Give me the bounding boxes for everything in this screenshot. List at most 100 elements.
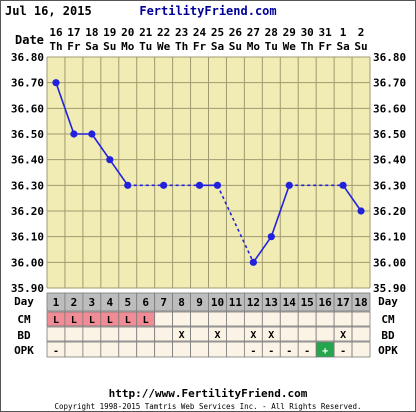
opk-cell	[136, 341, 156, 358]
bd-cell	[118, 326, 138, 342]
day-cell-text: 8	[178, 296, 185, 309]
cm-cell	[172, 311, 191, 327]
temp-point	[88, 130, 96, 138]
date-tick: 1	[340, 26, 347, 39]
weekday-tick: Sa	[336, 40, 349, 53]
date-tick: 20	[121, 26, 134, 39]
y-tick-right: 36.60	[373, 102, 406, 115]
y-tick-left: 36.80	[11, 51, 44, 64]
day-cell-text: 14	[283, 296, 297, 309]
bd-cell-text: X	[250, 330, 256, 341]
y-tick-left: 36.50	[11, 128, 44, 141]
bd-cell	[190, 326, 209, 342]
bd-cell	[297, 326, 317, 342]
bd-cell	[64, 326, 84, 342]
date-label: Date	[15, 33, 44, 47]
bd-cell	[46, 326, 66, 342]
y-tick-left: 36.00	[11, 256, 44, 269]
site-title[interactable]: FertilityFriend.com	[139, 4, 276, 18]
bd-cell	[279, 326, 299, 342]
y-tick-right: 36.40	[373, 154, 406, 167]
cm-cell	[333, 311, 353, 327]
day-cell-text: 11	[229, 296, 243, 309]
weekday-tick: We	[283, 40, 297, 53]
weekday-tick: Th	[49, 40, 62, 53]
weekday-tick: Fr	[319, 40, 333, 53]
day-cell-text: 5	[124, 296, 131, 309]
temp-segment	[109, 159, 129, 186]
opk-cell	[100, 341, 120, 358]
day-cell-text: 3	[89, 296, 96, 309]
day-cell-text: 9	[196, 296, 203, 309]
temp-segment	[55, 82, 75, 135]
date-tick: 24	[193, 26, 207, 39]
y-tick-left: 36.10	[11, 231, 44, 244]
bd-label: BD	[17, 329, 31, 342]
temp-segment	[91, 133, 111, 161]
footer-url[interactable]: http://www.FertilityFriend.com	[109, 387, 308, 400]
temp-segment	[270, 185, 291, 237]
weekday-tick: Su	[229, 40, 242, 53]
y-tick-left: 36.40	[11, 154, 44, 167]
opk-cell	[190, 341, 209, 358]
temp-point	[285, 181, 293, 189]
day-cell-text: 13	[265, 296, 278, 309]
date-tick: 23	[175, 26, 188, 39]
weekday-tick: Fr	[193, 40, 207, 53]
bd-cell-text: X	[340, 330, 346, 341]
temp-point	[195, 181, 204, 189]
opk-cell	[154, 341, 174, 358]
cm-cell-text: L	[71, 315, 77, 326]
cm-cell-text: L	[107, 315, 113, 326]
cm-cell	[208, 311, 227, 327]
day-cell-text: 4	[106, 296, 113, 309]
day-cell-text: 2	[71, 296, 78, 309]
bd-cell	[136, 326, 156, 342]
bd-cell	[100, 326, 120, 342]
temp-point	[106, 156, 114, 164]
y-tick-left: 36.30	[11, 179, 44, 192]
weekday-tick: Mo	[247, 40, 261, 53]
date-tick: 21	[139, 26, 153, 39]
y-tick-right: 36.10	[373, 231, 406, 244]
day-cell-text: 12	[247, 296, 260, 309]
weekday-tick: Su	[103, 40, 116, 53]
opk-cell-text: -	[250, 346, 256, 357]
opk-cell	[208, 341, 227, 358]
day-cell-text: 7	[160, 296, 167, 309]
date-tick: 16	[49, 26, 63, 39]
temp-point	[213, 181, 222, 189]
date-tick: 30	[301, 26, 314, 39]
day-cell-text: 15	[301, 296, 314, 309]
temp-point	[160, 181, 168, 189]
day-cell-text: 6	[142, 296, 149, 309]
bd-cell-text: X	[214, 330, 220, 341]
opk-cell-text: -	[304, 346, 310, 357]
cm-cell-text: L	[89, 315, 95, 326]
temp-point	[357, 207, 365, 215]
bd-cell	[154, 326, 174, 342]
y-tick-right: 36.80	[373, 51, 406, 64]
y-tick-right: 36.70	[373, 77, 406, 90]
cm-cell	[297, 311, 317, 327]
opk-cell-text: -	[53, 346, 59, 357]
y-tick-left: 36.70	[11, 77, 44, 90]
day-cell-text: 1	[53, 296, 60, 309]
cm-cell	[154, 311, 174, 327]
opk-cell-text: -	[286, 346, 292, 357]
y-tick-right: 36.50	[373, 128, 406, 141]
opk-cell	[351, 341, 371, 358]
opk-cell	[172, 341, 191, 358]
date-tick: 25	[211, 26, 224, 39]
date-tick: 29	[283, 26, 296, 39]
date-tick: 26	[229, 26, 243, 39]
cm-cell	[315, 311, 335, 327]
opk-cell	[226, 341, 245, 358]
cm-cell	[226, 311, 245, 327]
temp-point	[52, 79, 60, 87]
opk-label: OPK	[14, 344, 34, 357]
bd-cell	[82, 326, 102, 342]
cm-label-right: CM	[381, 313, 395, 326]
day-cell-text: 17	[336, 296, 349, 309]
